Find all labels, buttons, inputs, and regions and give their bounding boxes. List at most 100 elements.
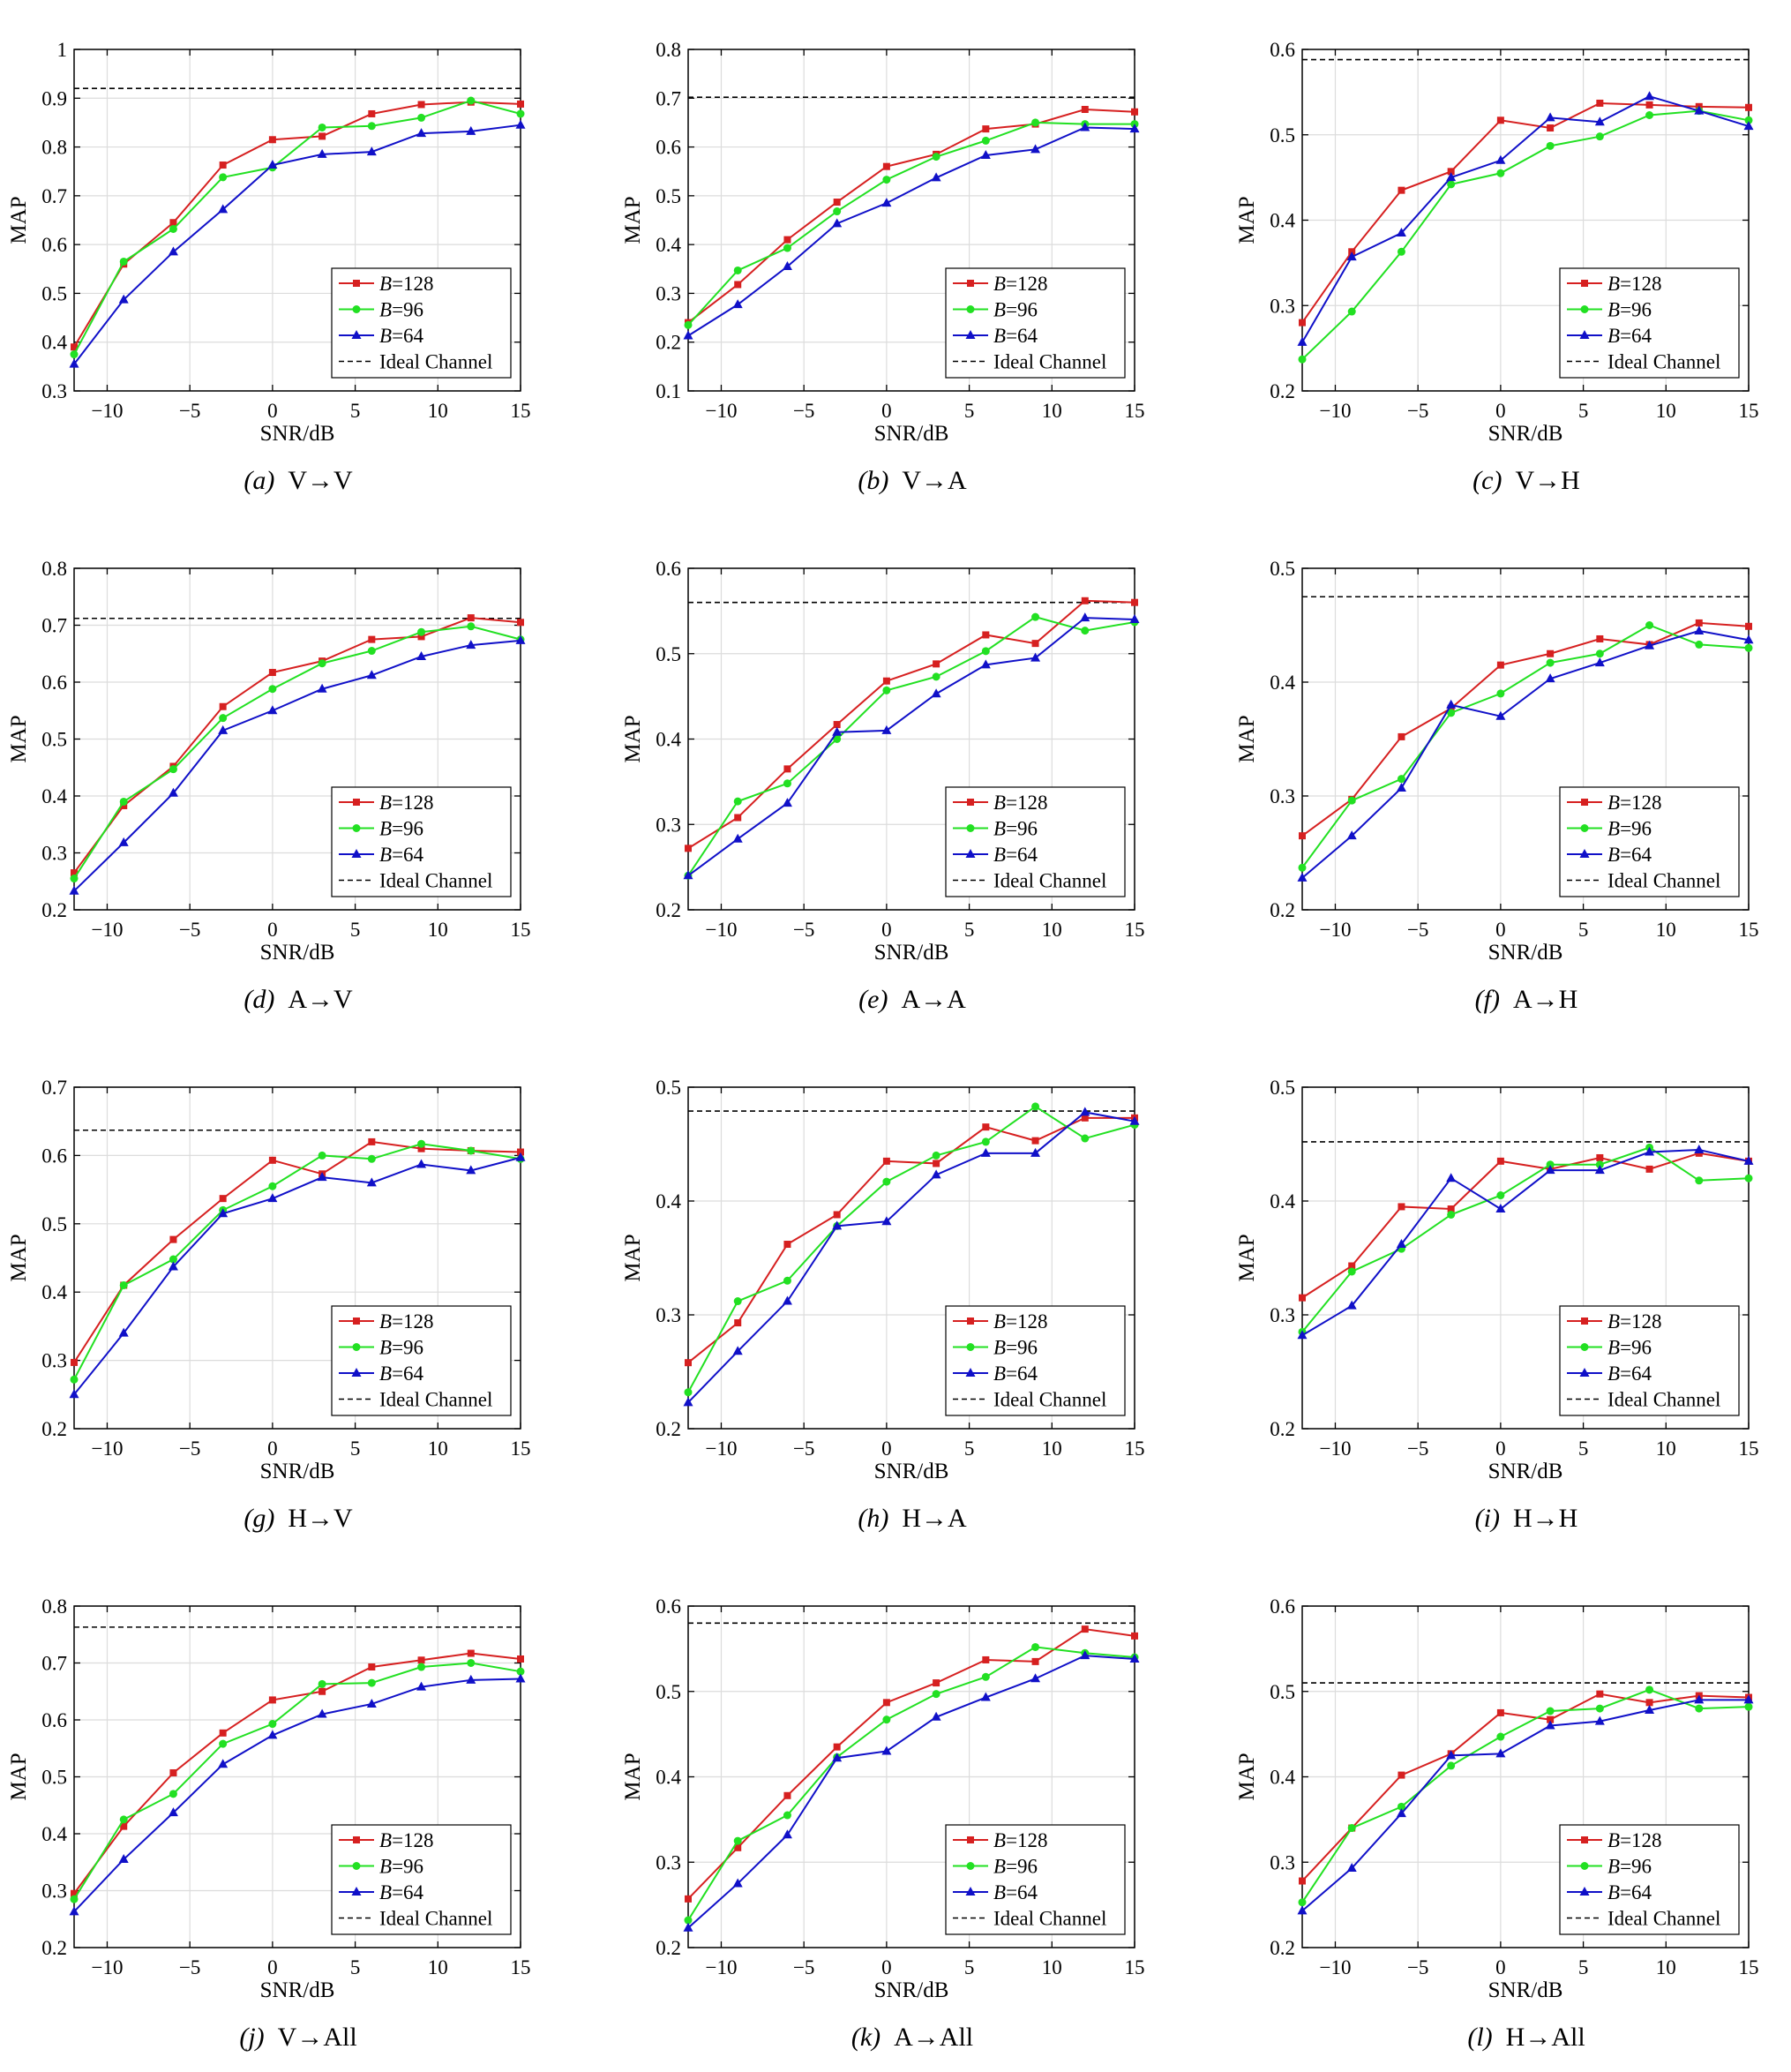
data-point	[1080, 122, 1090, 131]
data-point	[1397, 1802, 1405, 1811]
data-point	[1694, 1694, 1705, 1704]
data-point	[118, 294, 129, 304]
data-point	[1745, 103, 1752, 111]
data-point	[683, 1922, 693, 1932]
data-point	[1447, 180, 1456, 189]
y-tick-label: 0.4	[1270, 1767, 1295, 1789]
y-tick-label: 0.3	[1270, 295, 1295, 317]
x-axis-label: SNR/dB	[1488, 422, 1563, 446]
data-point	[516, 1667, 525, 1676]
legend-label-value: =64	[1620, 1363, 1652, 1385]
data-point	[683, 330, 693, 340]
legend-label-value: =64	[1006, 844, 1038, 866]
series-line	[73, 625, 521, 880]
legend-label-value: =96	[1006, 1856, 1038, 1878]
data-point	[417, 113, 426, 122]
legend-marker	[1580, 1343, 1589, 1351]
caption-text: V→V	[288, 466, 353, 495]
data-point	[783, 244, 791, 252]
x-tick-label: −10	[705, 919, 737, 941]
x-tick-label: −10	[705, 1956, 737, 1978]
series-line	[1301, 1688, 1750, 1903]
data-point	[1594, 1165, 1605, 1175]
series-line	[73, 639, 521, 892]
data-point	[1694, 1144, 1705, 1153]
data-point	[318, 132, 326, 140]
data-point	[1496, 661, 1504, 669]
caption-label: (b)	[858, 466, 889, 495]
data-point	[981, 136, 990, 145]
legend-label: B=96	[1607, 1337, 1652, 1359]
data-point	[1596, 634, 1604, 642]
legend-box	[331, 1824, 512, 1935]
series-line	[73, 1156, 521, 1395]
legend-label-value: =64	[392, 844, 423, 866]
subfigure-caption: (j) V→All	[0, 2023, 596, 2053]
legend-label: B=64	[993, 325, 1038, 347]
series-line	[73, 1143, 521, 1380]
data-point	[467, 96, 476, 105]
data-point	[367, 122, 376, 131]
x-tick-label: 5	[964, 400, 975, 422]
subfigure-caption: (e) A→A	[614, 985, 1210, 1015]
legend-label-value: =64	[1620, 1881, 1652, 1903]
subfigure-caption: (h) H→A	[614, 1504, 1210, 1534]
legend-label-prefix: B	[1607, 325, 1620, 347]
data-point	[1398, 1203, 1405, 1211]
legend-label-value: =96	[1006, 1337, 1038, 1359]
y-tick-label: 0.4	[41, 332, 67, 354]
legend-label-prefix: B	[993, 1363, 1006, 1385]
legend-label-value: =128	[392, 792, 433, 814]
legend-label-prefix: B	[993, 1856, 1006, 1878]
data-point	[1695, 1704, 1704, 1713]
data-point	[1298, 355, 1307, 364]
data-point	[70, 1895, 79, 1903]
x-tick-label: 15	[1125, 400, 1145, 422]
y-tick-label: 0.5	[41, 729, 67, 751]
data-point	[1398, 186, 1405, 194]
data-point	[1447, 168, 1455, 176]
x-axis-label: SNR/dB	[1488, 941, 1563, 965]
data-point	[1594, 657, 1605, 667]
legend-label-prefix: B	[993, 1310, 1006, 1333]
subfigure-caption: (b) V→A	[614, 466, 1210, 496]
series-line	[73, 101, 521, 348]
data-point	[1743, 634, 1754, 644]
x-tick-label: 10	[1656, 400, 1676, 422]
x-tick-label: 5	[350, 919, 361, 941]
subfigure-caption: (c) V→H	[1228, 466, 1791, 496]
series-line	[1301, 109, 1750, 360]
series-B-64	[1297, 1144, 1754, 1340]
data-point	[1346, 830, 1357, 840]
series-line	[687, 1646, 1135, 1921]
data-point	[1129, 614, 1140, 624]
data-point	[368, 635, 376, 643]
data-point	[119, 1815, 128, 1824]
legend-label: B=96	[993, 1337, 1038, 1359]
legend-label-prefix: B	[379, 1337, 392, 1359]
data-point	[1346, 1300, 1357, 1310]
chart-svg-d: −10 −5 0 5 10 15 0.2 0.3 0.4 0.5 0.6 0.7 0.8 SNR/dB MA…	[7, 558, 531, 965]
legend-label-prefix: B	[1607, 1881, 1620, 1903]
legend-marker	[353, 799, 360, 806]
legend-marker	[351, 849, 362, 858]
caption-text: H→A	[902, 1504, 967, 1533]
data-point	[1596, 1153, 1604, 1161]
data-point	[219, 714, 228, 723]
legend-label: B=64	[1607, 325, 1652, 347]
data-point	[1744, 643, 1753, 652]
data-point	[1297, 872, 1308, 882]
series-line	[687, 1628, 1135, 1900]
legend-box	[945, 1824, 1126, 1935]
series-line	[73, 1678, 521, 1913]
y-tick-label: 0.7	[656, 87, 681, 109]
y-tick-label: 0.3	[1270, 1304, 1295, 1326]
legend-label: B=128	[1607, 1829, 1662, 1851]
series-line	[1301, 1146, 1750, 1333]
legend-box	[1559, 267, 1740, 379]
data-point	[467, 622, 476, 631]
data-point	[368, 1663, 376, 1671]
data-point	[1348, 1262, 1356, 1270]
data-point	[833, 1211, 841, 1219]
